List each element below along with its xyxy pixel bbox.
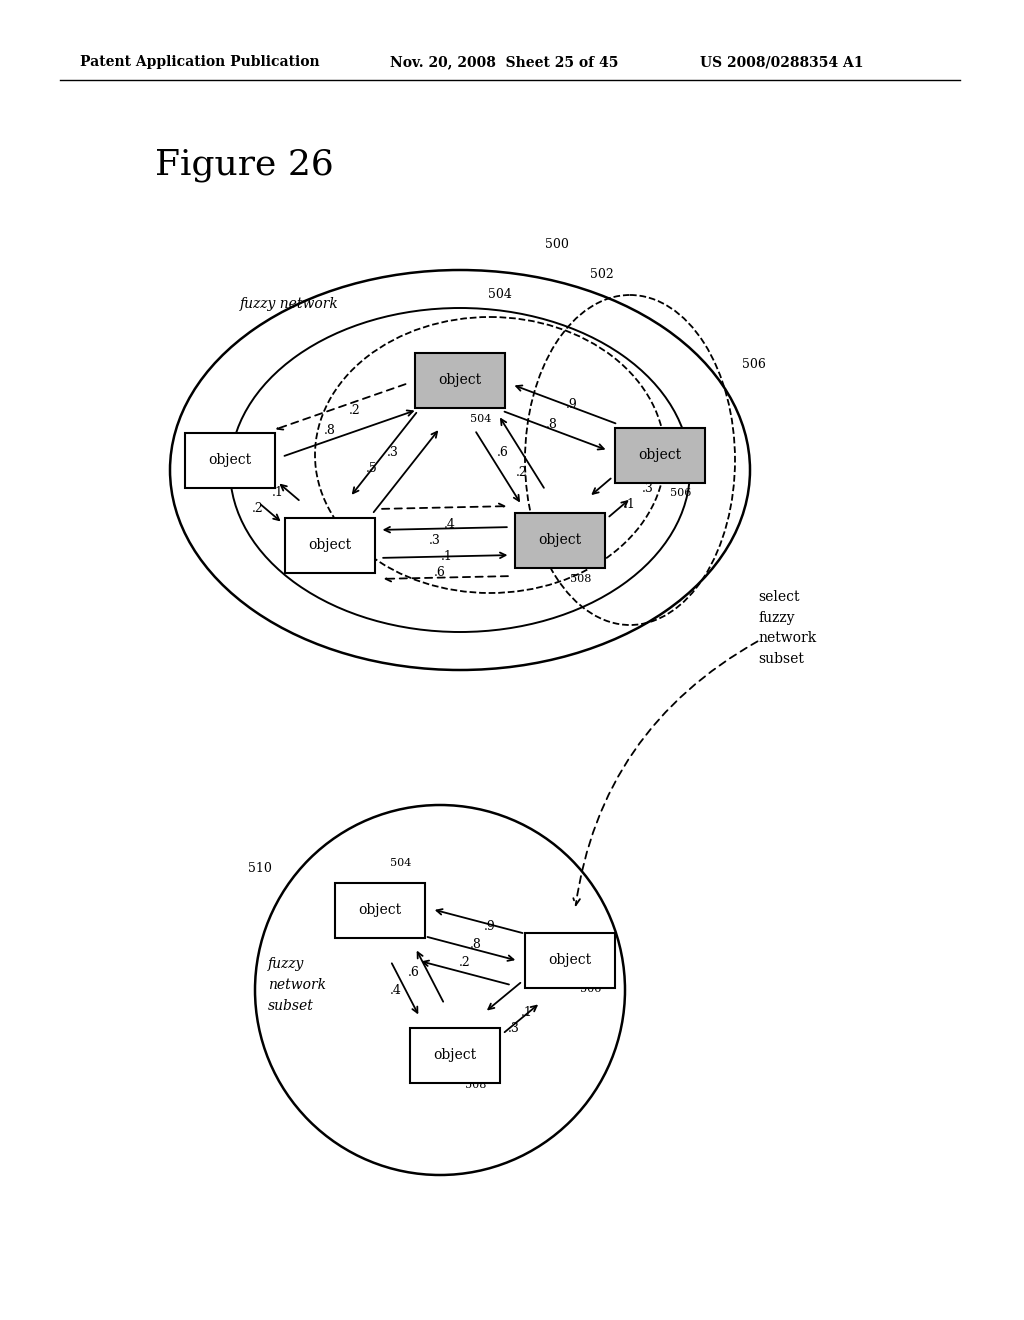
FancyBboxPatch shape — [410, 1027, 500, 1082]
Text: 508: 508 — [465, 1080, 486, 1089]
FancyBboxPatch shape — [615, 428, 705, 483]
Text: 504: 504 — [488, 288, 512, 301]
Text: 508: 508 — [570, 573, 592, 583]
Text: object: object — [433, 1048, 476, 1063]
Text: 506: 506 — [670, 488, 691, 499]
Text: .1: .1 — [272, 486, 284, 499]
Text: object: object — [308, 539, 351, 552]
Text: .3: .3 — [429, 533, 441, 546]
Text: fuzzy
network
subset: fuzzy network subset — [268, 957, 326, 1012]
Text: fuzzy network: fuzzy network — [240, 297, 339, 312]
Text: object: object — [549, 953, 592, 968]
Text: select
fuzzy
network
subset: select fuzzy network subset — [758, 590, 816, 665]
Text: .2: .2 — [252, 502, 264, 515]
Text: 502: 502 — [590, 268, 613, 281]
Text: .3: .3 — [508, 1022, 520, 1035]
FancyBboxPatch shape — [285, 517, 375, 573]
Text: .4: .4 — [444, 517, 456, 531]
Text: .2: .2 — [459, 957, 471, 969]
Text: .6: .6 — [434, 565, 445, 578]
Text: Figure 26: Figure 26 — [155, 148, 334, 182]
Text: .6: .6 — [408, 966, 420, 979]
FancyBboxPatch shape — [525, 932, 615, 987]
Text: .8: .8 — [470, 939, 482, 952]
Text: 506: 506 — [742, 358, 766, 371]
Text: .1: .1 — [521, 1006, 532, 1019]
Text: 510: 510 — [248, 862, 272, 875]
Text: object: object — [539, 533, 582, 546]
Text: Patent Application Publication: Patent Application Publication — [80, 55, 319, 69]
Text: .2: .2 — [349, 404, 360, 417]
Text: .9: .9 — [484, 920, 496, 933]
Text: .3: .3 — [387, 446, 399, 459]
Text: Nov. 20, 2008  Sheet 25 of 45: Nov. 20, 2008 Sheet 25 of 45 — [390, 55, 618, 69]
FancyBboxPatch shape — [185, 433, 275, 487]
Text: .3: .3 — [642, 482, 654, 495]
Text: .9: .9 — [566, 399, 578, 412]
Text: US 2008/0288354 A1: US 2008/0288354 A1 — [700, 55, 863, 69]
Text: .8: .8 — [324, 424, 336, 437]
Text: object: object — [638, 447, 682, 462]
Text: 504: 504 — [470, 413, 492, 424]
Text: 506: 506 — [580, 985, 601, 994]
Text: .1: .1 — [624, 499, 636, 511]
Text: 500: 500 — [545, 238, 569, 251]
Text: object: object — [209, 453, 252, 467]
FancyBboxPatch shape — [415, 352, 505, 408]
Text: .6: .6 — [497, 446, 509, 459]
Text: object: object — [438, 374, 481, 387]
Text: .8: .8 — [546, 418, 558, 432]
Text: .1: .1 — [441, 549, 453, 562]
Text: .4: .4 — [390, 983, 402, 997]
Text: .5: .5 — [367, 462, 378, 474]
FancyBboxPatch shape — [515, 512, 605, 568]
Text: .2: .2 — [516, 466, 528, 479]
FancyBboxPatch shape — [335, 883, 425, 937]
Text: 504: 504 — [390, 858, 412, 869]
Text: object: object — [358, 903, 401, 917]
